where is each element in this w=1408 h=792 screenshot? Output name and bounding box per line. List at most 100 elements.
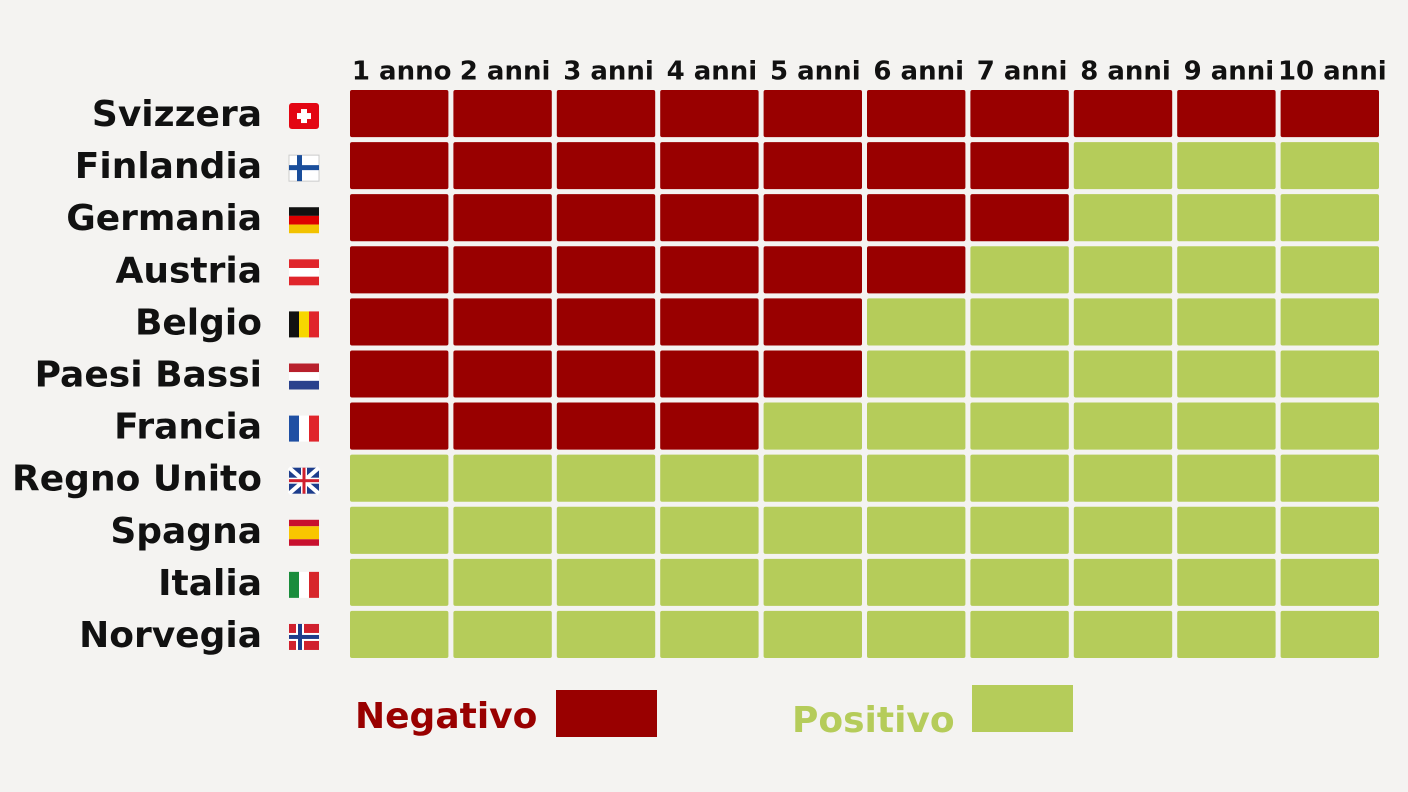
cell (1073, 506, 1173, 554)
cell (556, 558, 656, 606)
cell (1280, 90, 1379, 138)
flag-part (289, 415, 299, 442)
cell (453, 350, 552, 398)
cell (1073, 350, 1173, 398)
cell (350, 298, 449, 346)
flag-part (289, 207, 319, 216)
cell (556, 298, 656, 346)
flag-part (309, 571, 319, 598)
cell (763, 142, 862, 190)
flag-part (289, 215, 319, 225)
cell (660, 350, 759, 398)
cell (1073, 454, 1173, 502)
flag-part (289, 267, 319, 277)
cell (763, 194, 862, 242)
column-label: 8 anni (1080, 57, 1171, 87)
cell (350, 90, 449, 138)
cell (970, 350, 1069, 398)
column-label: 5 anni (770, 57, 861, 87)
cell (1177, 246, 1276, 294)
column-label: 7 anni (977, 57, 1068, 87)
cell (1177, 142, 1276, 190)
row-label: Finlandia (75, 146, 262, 187)
flag-part (297, 113, 311, 120)
flag-part (299, 311, 309, 338)
cell (763, 298, 862, 346)
cell (1073, 610, 1173, 658)
cell (970, 194, 1069, 242)
cell (867, 246, 966, 294)
cell (867, 194, 966, 242)
row-label: Paesi Bassi (35, 355, 262, 396)
legend-swatch (556, 690, 657, 737)
cell (556, 246, 656, 294)
cell (1073, 402, 1173, 450)
flag (289, 103, 319, 130)
cell (1280, 350, 1379, 398)
flag-part (289, 571, 299, 598)
cell (350, 506, 449, 554)
cell (660, 194, 759, 242)
cell (970, 142, 1069, 190)
cell (556, 454, 656, 502)
column-label: 6 anni (873, 57, 964, 87)
legend-label: Negativo (355, 696, 537, 737)
cell (970, 402, 1069, 450)
cell (350, 558, 449, 606)
cell (763, 350, 862, 398)
cell (350, 142, 449, 190)
cell (350, 610, 449, 658)
cell (1280, 506, 1379, 554)
cell (970, 506, 1069, 554)
flag (289, 311, 319, 338)
cell (1280, 298, 1379, 346)
cell (1177, 194, 1276, 242)
cell (867, 454, 966, 502)
cell (660, 506, 759, 554)
cell (1177, 350, 1276, 398)
cell (453, 506, 552, 554)
cell (1177, 558, 1276, 606)
cell (453, 142, 552, 190)
cell (970, 558, 1069, 606)
cell (556, 194, 656, 242)
cell (1177, 610, 1276, 658)
cell (867, 90, 966, 138)
cell (556, 350, 656, 398)
flag (289, 259, 319, 286)
flag-part (289, 380, 319, 390)
cell (660, 142, 759, 190)
flag-part (289, 224, 319, 234)
cell (350, 350, 449, 398)
cell (1073, 298, 1173, 346)
flag-part (289, 311, 299, 338)
flag-part (289, 526, 319, 540)
cell (453, 194, 552, 242)
flag-part (289, 372, 319, 381)
cell (660, 610, 759, 658)
cell (1073, 246, 1173, 294)
cell (453, 298, 552, 346)
cell (660, 298, 759, 346)
cell (453, 610, 552, 658)
cell (1280, 402, 1379, 450)
flag (289, 415, 319, 442)
cell (453, 454, 552, 502)
row-label: Svizzera (92, 94, 262, 135)
cell (763, 610, 862, 658)
flag-part (309, 415, 319, 442)
column-label: 9 anni (1184, 57, 1275, 87)
cell (1280, 142, 1379, 190)
cell (660, 558, 759, 606)
cell (350, 194, 449, 242)
cell (660, 402, 759, 450)
cell (1073, 558, 1173, 606)
flag-part (289, 165, 319, 171)
flag (289, 207, 319, 234)
flag-part (289, 479, 319, 483)
cell (660, 90, 759, 138)
column-label: 3 anni (563, 57, 654, 87)
row-label: Austria (115, 250, 262, 291)
flag-part (309, 311, 319, 338)
